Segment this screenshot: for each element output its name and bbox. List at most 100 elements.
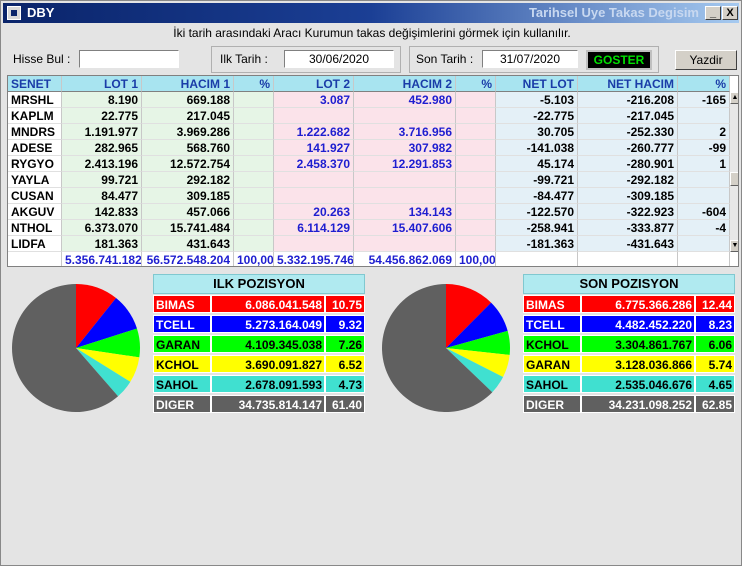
total-hacim2: 54.456.862.069	[354, 252, 456, 266]
cell-hacim2: 3.716.956	[354, 124, 456, 140]
cell-senet: LIDFA	[8, 236, 62, 252]
ilk-tarih-label: Ilk Tarih :	[220, 52, 268, 66]
table-row[interactable]: NTHOL 6.373.070 15.741.484 6.114.129 15.407.…	[8, 220, 738, 236]
ilk-pozisyon-slice-tcell	[76, 298, 137, 348]
cell-netlot: -258.941	[496, 220, 578, 236]
son-pozisyon-name: TCELL	[523, 315, 581, 333]
header-netlot[interactable]: NET LOT	[496, 76, 578, 92]
table-header: SENET LOT 1 HACIM 1% LOT 2 HACIM 2% NET LOT NE…	[8, 76, 738, 92]
total-pct1: 100,00	[234, 252, 274, 266]
son-pozisyon-row: GARAN 3.128.036.866 5.74	[523, 355, 735, 373]
cell-hacim1: 431.643	[142, 236, 234, 252]
cell-lot1: 2.413.196	[62, 156, 142, 172]
minimize-button[interactable]: _	[705, 6, 721, 20]
cell-nethacim: -280.901	[578, 156, 678, 172]
table-row[interactable]: MNDRS 1.191.977 3.969.286 1.222.682 3.716.95…	[8, 124, 738, 140]
table-row[interactable]: MRSHL 8.190 669.188 3.087 452.980 -5.103 -216.…	[8, 92, 738, 108]
ilk-pozisyon-slice-bimas	[76, 284, 117, 348]
cell-nethacim: -252.330	[578, 124, 678, 140]
header-lot1[interactable]: LOT 1	[62, 76, 142, 92]
close-button[interactable]: X	[722, 6, 738, 20]
son-pozisyon-row: KCHOL 3.304.861.767 6.06	[523, 335, 735, 353]
ilk-pozisyon-pct: 4.73	[325, 375, 365, 393]
ilk-tarih-group	[211, 46, 401, 73]
son-pozisyon-row: DIGER 34.231.098.252 62.85	[523, 395, 735, 413]
scroll-thumb[interactable]	[730, 172, 738, 186]
cell-netpct: -99	[678, 140, 730, 156]
son-pozisyon-pct: 6.06	[695, 335, 735, 353]
cell-senet: MNDRS	[8, 124, 62, 140]
son-pozisyon-pct: 5.74	[695, 355, 735, 373]
cell-hacim2: 134.143	[354, 204, 456, 220]
total-hacim1: 56.572.548.204	[142, 252, 234, 266]
cell-netlot: 45.174	[496, 156, 578, 172]
cell-netpct	[678, 172, 730, 188]
son-pozisyon-slice-kchol	[446, 330, 511, 355]
cell-senet: NTHOL	[8, 220, 62, 236]
goster-button[interactable]: GOSTER	[586, 50, 652, 70]
cell-pct2	[456, 188, 496, 204]
table-row[interactable]: LIDFA 181.363 431.643 -181.363 -431.643	[8, 236, 738, 252]
hint-text: İki tarih arasındaki Aracı Kurumun takas…	[173, 26, 571, 40]
cell-nethacim: -333.877	[578, 220, 678, 236]
table-row[interactable]: KAPLM 22.775 217.045 -22.775 -217.045	[8, 108, 738, 124]
cell-senet: AKGUV	[8, 204, 62, 220]
table-totals: 5.356.741.182 56.572.548.204 100,00 5.332.1…	[8, 252, 738, 266]
yazdir-button[interactable]: Yazdir	[675, 50, 737, 70]
table-row[interactable]: CUSAN 84.477 309.185 -84.477 -309.185	[8, 188, 738, 204]
ilk-pozisyon-pct: 10.75	[325, 295, 365, 313]
cell-lot2	[274, 108, 354, 124]
table-row[interactable]: YAYLA 99.721 292.182 -99.721 -292.182	[8, 172, 738, 188]
cell-lot2: 6.114.129	[274, 220, 354, 236]
total-lot2: 5.332.195.746	[274, 252, 354, 266]
ilk-pozisyon-value: 5.273.164.049	[211, 315, 325, 333]
app-icon	[7, 6, 21, 20]
ilk-pozisyon-slice-kchol	[76, 348, 140, 382]
header-lot2[interactable]: LOT 2	[274, 76, 354, 92]
son-pozisyon-row: TCELL 4.482.452.220 8.23	[523, 315, 735, 333]
table-row[interactable]: ADESE 282.965 568.760 141.927 307.982 -141.03…	[8, 140, 738, 156]
cell-netlot: -99.721	[496, 172, 578, 188]
son-pozisyon-title: SON POZISYON	[523, 274, 735, 294]
cell-lot2: 1.222.682	[274, 124, 354, 140]
header-nethacim[interactable]: NET HACIM	[578, 76, 678, 92]
son-pozisyon-pie	[381, 284, 511, 412]
cell-pct2	[456, 92, 496, 108]
cell-pct1	[234, 108, 274, 124]
cell-lot2: 3.087	[274, 92, 354, 108]
ilk-tarih-input[interactable]: 30/06/2020	[284, 50, 394, 68]
ilk-pozisyon-pct: 6.52	[325, 355, 365, 373]
table-scrollbar[interactable]: ▲ ▼	[730, 92, 738, 252]
cell-senet: RYGYO	[8, 156, 62, 172]
table-row[interactable]: RYGYO 2.413.196 12.572.754 2.458.370 12.291.…	[8, 156, 738, 172]
hisse-input[interactable]	[79, 50, 179, 68]
cell-netlot: -181.363	[496, 236, 578, 252]
header-pct2[interactable]: %	[456, 76, 496, 92]
son-pozisyon-name: GARAN	[523, 355, 581, 373]
cell-pct2	[456, 204, 496, 220]
header-hacim1[interactable]: HACIM 1	[142, 76, 234, 92]
cell-hacim2	[354, 172, 456, 188]
scroll-up-icon[interactable]: ▲	[730, 92, 738, 104]
cell-lot1: 8.190	[62, 92, 142, 108]
header-pct1[interactable]: %	[234, 76, 274, 92]
cell-nethacim: -217.045	[578, 108, 678, 124]
table-row[interactable]: AKGUV 142.833 457.066 20.263 134.143 -122.570…	[8, 204, 738, 220]
scroll-down-icon[interactable]: ▼	[730, 240, 738, 252]
son-pozisyon-slice-sahol	[446, 348, 504, 393]
ilk-pozisyon-title: ILK POZISYON	[153, 274, 365, 294]
cell-pct2	[456, 172, 496, 188]
cell-netlot: -141.038	[496, 140, 578, 156]
ilk-pozisyon-value: 6.086.041.548	[211, 295, 325, 313]
total-netpct	[678, 252, 730, 266]
son-tarih-input[interactable]: 31/07/2020	[482, 50, 578, 68]
header-netpct[interactable]: %	[678, 76, 730, 92]
header-senet[interactable]: SENET	[8, 76, 62, 92]
cell-lot2: 20.263	[274, 204, 354, 220]
title-bar[interactable]: DBY Tarihsel Uye Takas Degisim _ X	[3, 3, 739, 23]
son-pozisyon-value: 34.231.098.252	[581, 395, 695, 413]
header-hacim2[interactable]: HACIM 2	[354, 76, 456, 92]
cell-lot2: 141.927	[274, 140, 354, 156]
ilk-pozisyon-pct: 7.26	[325, 335, 365, 353]
ilk-pozisyon-value: 34.735.814.147	[211, 395, 325, 413]
